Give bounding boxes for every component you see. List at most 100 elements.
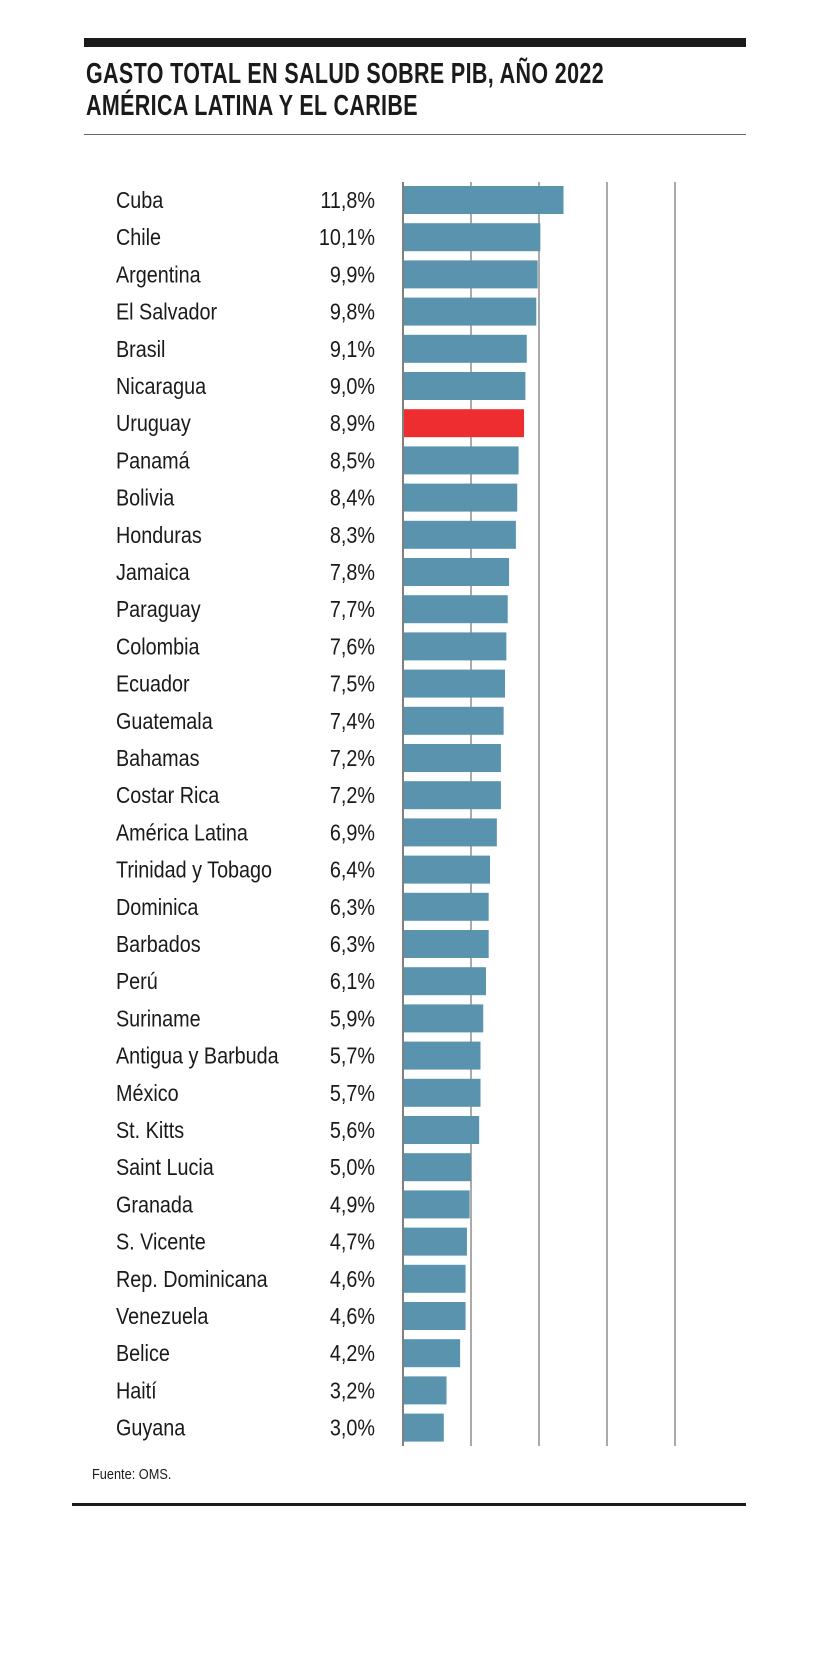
category-label: Guatemala <box>116 708 213 734</box>
bar <box>404 1302 466 1330</box>
bar <box>404 558 510 586</box>
value-label: 4,7% <box>330 1229 375 1255</box>
chart-title-block: GASTO TOTAL EN SALUD SOBRE PIB, AÑO 2022… <box>86 58 604 122</box>
value-label: 4,6% <box>330 1304 375 1330</box>
bar <box>404 1041 481 1070</box>
value-label: 4,2% <box>330 1341 375 1367</box>
value-label: 7,2% <box>330 783 375 809</box>
category-label: América Latina <box>116 820 248 846</box>
bar <box>404 1376 447 1405</box>
value-label: 5,6% <box>330 1118 375 1144</box>
value-label: 6,4% <box>330 857 375 883</box>
bar <box>404 1078 481 1107</box>
value-label: 3,0% <box>330 1415 375 1441</box>
category-label: Barbados <box>116 932 201 958</box>
category-label: Dominica <box>116 894 198 920</box>
category-label: Brasil <box>116 336 165 362</box>
category-label: Honduras <box>116 522 202 548</box>
bar <box>404 1116 480 1144</box>
bar <box>404 595 508 624</box>
category-label: Granada <box>116 1192 193 1218</box>
category-label: Uruguay <box>116 411 191 437</box>
category-label: Trinidad y Tobago <box>116 857 272 883</box>
bar <box>404 818 497 847</box>
bar <box>404 930 489 958</box>
bar <box>404 706 504 735</box>
bar <box>404 297 537 326</box>
bar <box>404 334 527 363</box>
value-label: 5,9% <box>330 1006 375 1032</box>
bar <box>404 446 519 475</box>
category-label: St. Kitts <box>116 1118 184 1144</box>
bottom-rule <box>72 1503 746 1506</box>
value-label: 3,2% <box>330 1378 375 1404</box>
bar <box>404 409 525 438</box>
top-bar <box>84 38 746 47</box>
bar <box>404 1153 471 1182</box>
value-label: 7,8% <box>330 560 375 586</box>
source-note: Fuente: OMS. <box>92 1466 172 1483</box>
value-label: 9,8% <box>330 299 375 325</box>
category-label: Chile <box>116 225 161 251</box>
category-label: Haití <box>116 1378 157 1404</box>
category-label: Costar Rica <box>116 783 219 809</box>
category-label: Jamaica <box>116 560 190 586</box>
bar <box>404 1004 484 1033</box>
value-label: 7,2% <box>330 746 375 772</box>
category-label: Bahamas <box>116 746 200 772</box>
bar <box>404 1227 467 1256</box>
bar <box>404 1339 461 1368</box>
category-label: Bolivia <box>116 485 174 511</box>
bar <box>404 1190 470 1219</box>
value-label: 8,5% <box>330 448 375 474</box>
value-label: 7,4% <box>330 708 375 734</box>
category-label: Nicaragua <box>116 374 206 400</box>
bar <box>404 223 541 252</box>
value-label: 7,6% <box>330 634 375 660</box>
category-label: Colombia <box>116 634 200 660</box>
category-label: Panamá <box>116 448 190 474</box>
bar <box>404 520 516 549</box>
bar <box>404 967 486 996</box>
bar <box>404 744 501 772</box>
chart-subtitle: AMÉRICA LATINA Y EL CARIBE <box>86 90 418 122</box>
value-label: 8,9% <box>330 411 375 437</box>
category-label: Belice <box>116 1341 170 1367</box>
category-label: Rep. Dominicana <box>116 1266 268 1292</box>
category-label: Argentina <box>116 262 201 288</box>
value-label: 9,0% <box>330 374 375 400</box>
title-divider <box>84 134 746 135</box>
bar <box>404 260 538 289</box>
value-label: 5,7% <box>330 1043 375 1069</box>
value-label: 6,9% <box>330 820 375 846</box>
chart-title: GASTO TOTAL EN SALUD SOBRE PIB, AÑO 2022 <box>86 58 605 90</box>
bar <box>404 483 518 512</box>
category-label: Paraguay <box>116 597 201 623</box>
value-label: 5,0% <box>330 1155 375 1181</box>
category-label: Ecuador <box>116 671 190 697</box>
bar <box>404 669 505 698</box>
bar <box>404 781 501 810</box>
category-label: México <box>116 1080 179 1106</box>
value-label: 6,3% <box>330 932 375 958</box>
bar <box>404 186 564 214</box>
bar <box>404 855 491 884</box>
category-label: S. Vicente <box>116 1229 206 1255</box>
value-label: 9,1% <box>330 336 375 362</box>
value-label: 8,3% <box>330 522 375 548</box>
category-label: Guyana <box>116 1415 185 1441</box>
category-label: Saint Lucia <box>116 1155 214 1181</box>
category-label: Perú <box>116 969 158 995</box>
category-label: Suriname <box>116 1006 201 1032</box>
bar <box>404 892 489 921</box>
value-label: 6,3% <box>330 894 375 920</box>
value-label: 5,7% <box>330 1080 375 1106</box>
value-label: 11,8% <box>320 188 375 214</box>
value-label: 6,1% <box>330 969 375 995</box>
bar <box>404 372 526 400</box>
value-label: 8,4% <box>330 485 375 511</box>
bar <box>404 1264 466 1293</box>
value-label: 10,1% <box>319 225 375 251</box>
value-label: 4,9% <box>330 1192 375 1218</box>
bar <box>404 1413 444 1442</box>
